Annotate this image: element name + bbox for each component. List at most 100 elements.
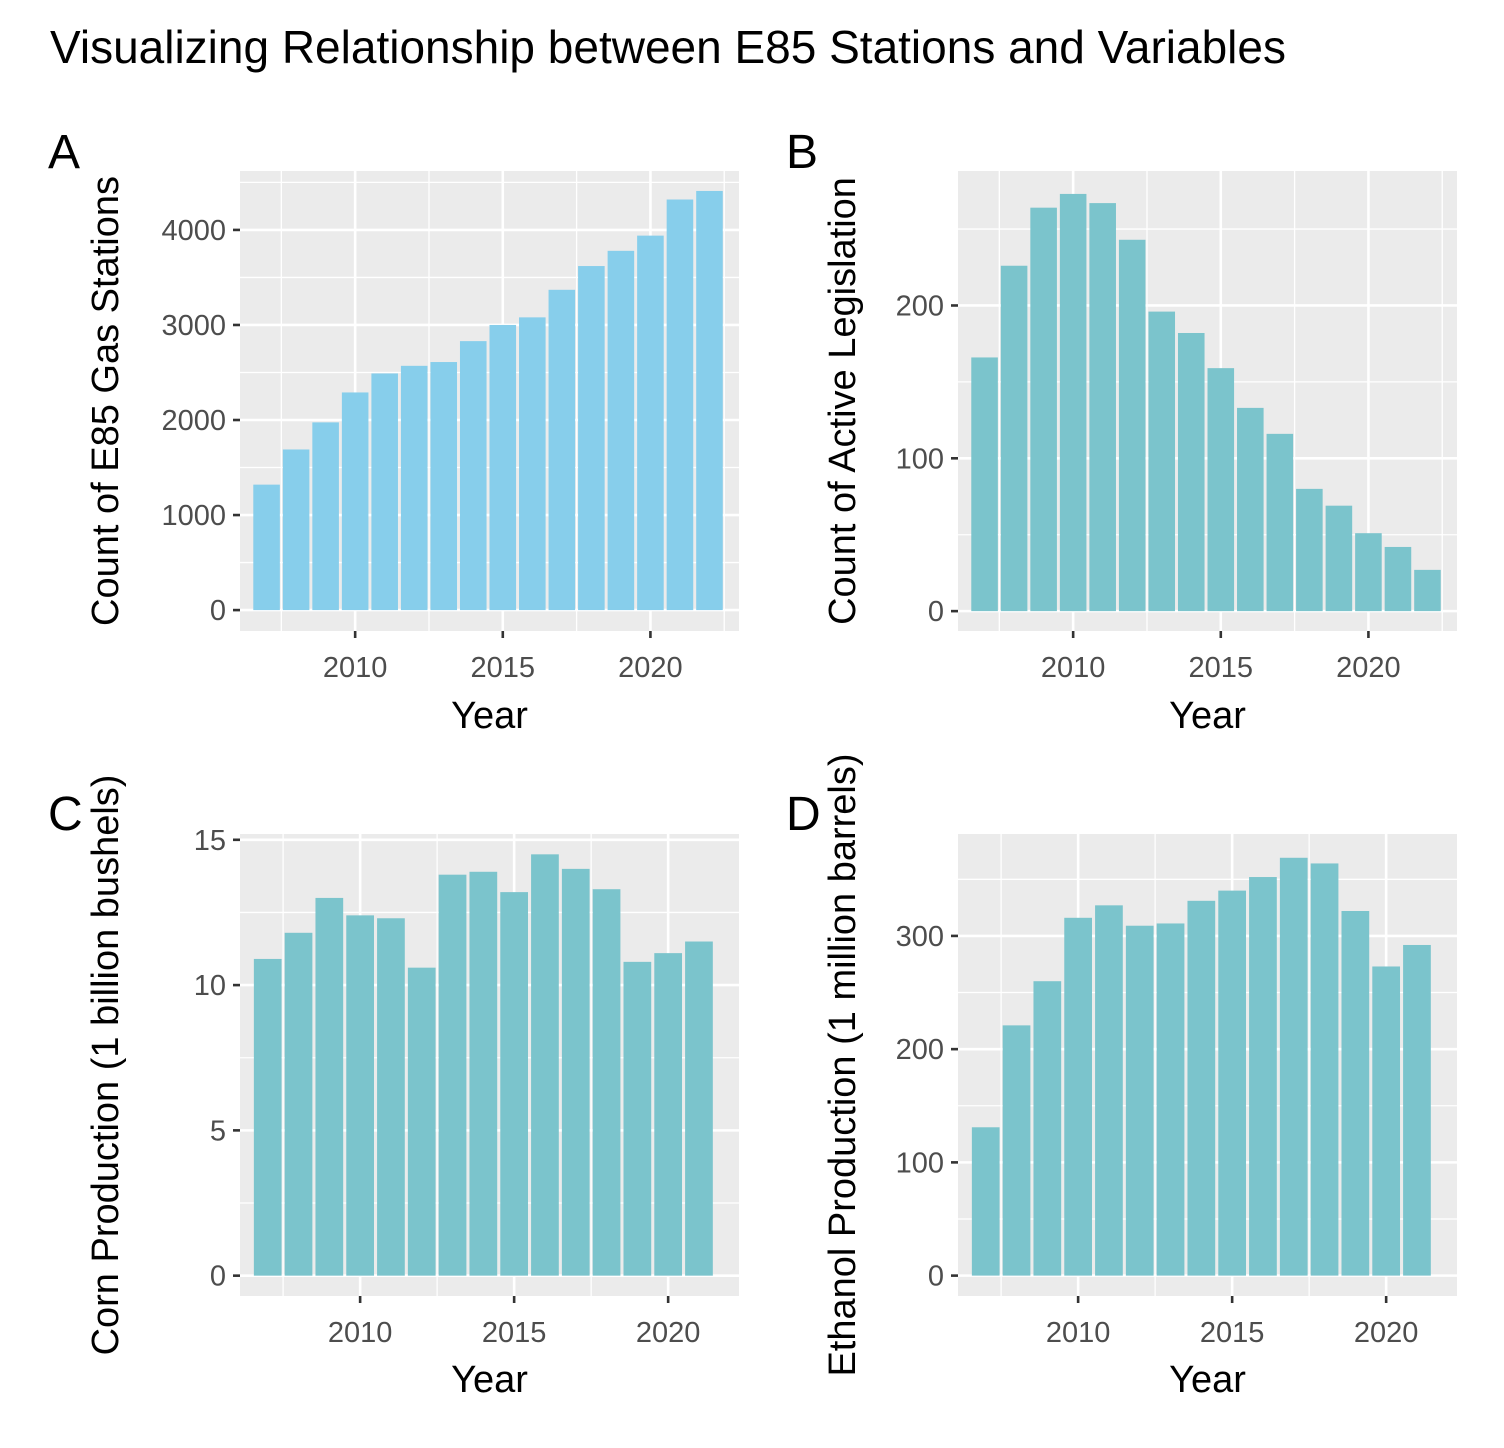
y-axis-title: Count of Active Legislation: [822, 177, 864, 625]
bar-2013: [1156, 923, 1185, 1276]
y-tick-label: 100: [896, 1147, 944, 1179]
panel-tag: A: [48, 126, 80, 179]
panel-b: 2010 2015 2020 0 100 200 Year Count of Active L…: [786, 126, 1457, 737]
bar-2010: [1059, 193, 1087, 612]
bar-2014: [1177, 332, 1205, 612]
bar-2021: [666, 199, 694, 611]
bar-2019: [623, 961, 652, 1276]
panel-a: 2010 2015 2020 0 1000 2000 3000 4000 Year Count o…: [48, 126, 739, 737]
bar-2014: [469, 871, 498, 1276]
x-tick-label: 2015: [1189, 652, 1254, 684]
bar-2013: [1148, 311, 1176, 612]
y-tick-label: 200: [896, 1034, 944, 1066]
y-axis-title: Count of E85 Gas Stations: [85, 176, 127, 626]
bar-2015: [1218, 890, 1247, 1276]
bar-2010: [1064, 917, 1092, 1276]
y-tick-label: 10: [194, 970, 226, 1002]
bar-2018: [1310, 863, 1339, 1276]
bar-2007: [253, 484, 280, 611]
bar-2022: [696, 190, 723, 611]
bar-2010: [341, 392, 369, 611]
x-tick-label: 2015: [482, 1317, 547, 1349]
bar-2016: [531, 854, 559, 1276]
bar-2017: [561, 868, 590, 1276]
bar-2018: [592, 889, 621, 1276]
bar-2012: [1125, 925, 1154, 1276]
x-tick-label: 2020: [1354, 1317, 1419, 1349]
bar-2016: [519, 317, 546, 611]
bar-2020: [1355, 533, 1382, 612]
bar-2007: [971, 357, 998, 612]
panel-tag: C: [48, 788, 83, 841]
y-tick-label: 3000: [161, 310, 226, 342]
bar-2017: [1266, 433, 1294, 612]
x-tick-label: 2015: [1200, 1317, 1265, 1349]
y-tick-label: 15: [194, 825, 226, 857]
bar-2008: [1002, 1025, 1031, 1276]
panel-c: 2010 2015 2020 0 5 10 15 Year Corn Production (1…: [48, 775, 739, 1401]
bar-2012: [407, 967, 436, 1276]
bar-2014: [1187, 900, 1216, 1276]
figure-title: Visualizing Relationship between E85 Sta…: [50, 21, 1286, 73]
bar-2015: [489, 324, 517, 611]
y-tick-label: 0: [928, 1261, 944, 1293]
x-axis-title: Year: [451, 695, 528, 737]
panel-d: 2010 2015 2020 0 100 200 300 Year Ethanol Produc…: [786, 753, 1457, 1401]
bar-2021: [1384, 546, 1412, 612]
x-tick-label: 2020: [636, 1317, 701, 1349]
bar-2014: [459, 341, 487, 611]
bar-2015: [500, 892, 529, 1276]
bar-2013: [438, 874, 467, 1276]
y-axis-title: Ethanol Production (1 million barrels): [822, 753, 864, 1376]
bar-2017: [548, 289, 576, 611]
y-tick-label: 2000: [161, 405, 226, 437]
x-axis-title: Year: [1169, 1359, 1246, 1401]
y-tick-label: 200: [896, 290, 944, 322]
bar-2019: [1325, 505, 1353, 612]
bar-2020: [637, 235, 664, 611]
y-axis-title: Corn Production (1 billion bushels): [85, 775, 127, 1356]
bar-2021: [685, 941, 713, 1276]
bar-2015: [1207, 368, 1235, 612]
x-axis-title: Year: [451, 1359, 528, 1401]
y-tick-label: 100: [896, 443, 944, 475]
bar-2011: [377, 918, 405, 1276]
bar-2020: [654, 953, 683, 1276]
y-tick-label: 0: [210, 1261, 226, 1293]
bar-2021: [1403, 944, 1431, 1276]
y-tick-label: 0: [210, 595, 226, 627]
bar-2019: [607, 250, 635, 611]
bar-2020: [1372, 966, 1401, 1276]
bar-2017: [1279, 857, 1308, 1276]
bar-2013: [430, 362, 458, 611]
y-tick-label: 0: [928, 596, 944, 628]
y-tick-label: 1000: [161, 500, 226, 532]
bar-2012: [400, 365, 428, 611]
bar-2011: [371, 373, 398, 611]
bar-2009: [1033, 981, 1062, 1276]
x-tick-label: 2010: [1041, 652, 1106, 684]
bar-2018: [1296, 488, 1323, 612]
bar-2008: [1000, 265, 1028, 612]
bar-2011: [1095, 905, 1123, 1276]
bar-2012: [1118, 239, 1146, 612]
bar-2009: [1030, 207, 1057, 612]
y-tick-label: 5: [210, 1115, 226, 1147]
bar-2009: [315, 897, 344, 1276]
bar-2010: [346, 915, 374, 1276]
bar-2016: [1237, 407, 1264, 612]
y-tick-label: 300: [896, 921, 944, 953]
bar-2007: [971, 1127, 1000, 1276]
bar-2016: [1249, 877, 1277, 1276]
bar-2022: [1414, 569, 1441, 612]
x-tick-label: 2020: [1336, 652, 1401, 684]
bar-2008: [284, 932, 313, 1276]
panel-tag: D: [786, 788, 821, 841]
x-tick-label: 2010: [328, 1317, 393, 1349]
bar-2008: [282, 449, 310, 611]
bar-2009: [312, 422, 339, 611]
x-tick-label: 2010: [323, 652, 388, 684]
x-axis-title: Year: [1169, 695, 1246, 737]
x-tick-label: 2010: [1046, 1317, 1111, 1349]
